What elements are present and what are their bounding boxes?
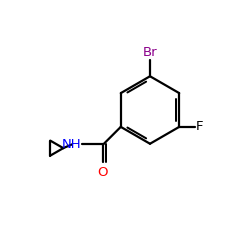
Text: O: O [97, 166, 107, 179]
Text: NH: NH [62, 138, 82, 151]
Text: F: F [196, 120, 203, 134]
Text: Br: Br [143, 46, 157, 59]
